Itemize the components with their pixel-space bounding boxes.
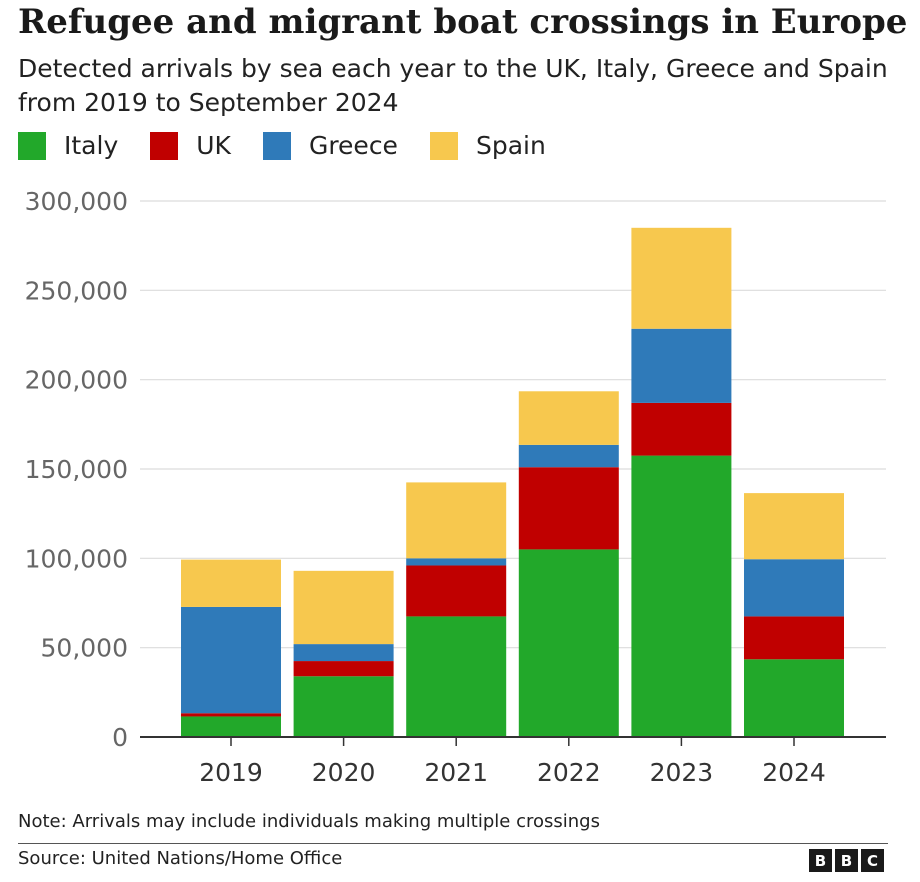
legend-swatch-uk bbox=[150, 131, 179, 160]
bar-segment-spain bbox=[518, 391, 619, 445]
chart-source: Source: United Nations/Home Office bbox=[18, 848, 343, 869]
bar-segment-spain bbox=[181, 559, 281, 607]
y-tick-label: 100,000 bbox=[25, 544, 128, 573]
legend-item-spain: Spain bbox=[429, 131, 546, 160]
bar-segment-uk bbox=[181, 713, 281, 717]
legend-swatch-greece bbox=[262, 131, 291, 160]
legend-label-uk: UK bbox=[196, 131, 231, 160]
x-tick-label: 2020 bbox=[312, 758, 376, 787]
legend-item-uk: UK bbox=[150, 131, 231, 160]
stacked-bar-chart: 0 50,000 100,000 150,000 200,000 250,000 300,0… bbox=[25, 187, 886, 787]
legend-item-greece: Greece bbox=[262, 131, 398, 160]
bar-segment-greece bbox=[631, 328, 732, 403]
bar-segment-italy bbox=[181, 716, 281, 737]
bar-segment-italy bbox=[631, 455, 732, 737]
bar-segment-italy bbox=[406, 616, 507, 737]
y-tick-label: 200,000 bbox=[25, 366, 128, 395]
legend-label-greece: Greece bbox=[308, 131, 398, 160]
bbc-logo-letter: B bbox=[809, 849, 832, 872]
x-tick-label: 2022 bbox=[537, 758, 601, 787]
y-tick-label: 50,000 bbox=[41, 634, 128, 663]
bar-segment-spain bbox=[631, 227, 732, 329]
footer-divider bbox=[18, 843, 888, 844]
bar-segment-spain bbox=[293, 570, 394, 645]
bar-segment-greece bbox=[744, 559, 844, 617]
x-tick-label: 2023 bbox=[650, 758, 714, 787]
bar-segment-greece bbox=[406, 558, 507, 566]
legend-swatch-spain bbox=[429, 131, 458, 160]
x-tick-label: 2024 bbox=[762, 758, 826, 787]
chart-subtitle: Detected arrivals by sea each year to th… bbox=[18, 54, 888, 117]
bar-segment-italy bbox=[293, 676, 394, 737]
bar-segment-greece bbox=[181, 606, 281, 714]
bar-segment-uk bbox=[631, 402, 732, 456]
bbc-logo: B B C bbox=[806, 849, 884, 872]
bar-segment-italy bbox=[518, 549, 619, 737]
bar-segment-spain bbox=[744, 493, 844, 560]
legend-swatch-italy bbox=[18, 131, 46, 160]
legend-label-italy: Italy bbox=[64, 131, 119, 160]
legend: Italy UK Greece Spain bbox=[18, 131, 578, 160]
y-tick-label: 250,000 bbox=[25, 276, 128, 305]
x-tick-label: 2019 bbox=[199, 758, 263, 787]
legend-label-spain: Spain bbox=[475, 131, 546, 160]
chart-title: Refugee and migrant boat crossings in Eu… bbox=[18, 2, 908, 42]
y-tick-label: 0 bbox=[112, 723, 128, 752]
chart-note: Note: Arrivals may include individuals m… bbox=[18, 811, 600, 832]
bar-segment-greece bbox=[293, 644, 394, 662]
bbc-logo-letter: B bbox=[835, 849, 858, 872]
bar-segment-greece bbox=[518, 444, 619, 468]
bar-segment-uk bbox=[518, 467, 619, 550]
y-tick-label: 150,000 bbox=[25, 455, 128, 484]
y-tick-label: 300,000 bbox=[25, 187, 128, 216]
bar-segment-uk bbox=[406, 565, 507, 617]
x-tick-label: 2021 bbox=[424, 758, 488, 787]
bar-segment-uk bbox=[744, 616, 844, 660]
bar-segment-uk bbox=[293, 661, 394, 677]
bbc-logo-letter: C bbox=[861, 849, 884, 872]
legend-item-italy: Italy bbox=[18, 131, 118, 160]
bar-segment-italy bbox=[744, 659, 844, 737]
bar-segment-spain bbox=[406, 482, 507, 559]
